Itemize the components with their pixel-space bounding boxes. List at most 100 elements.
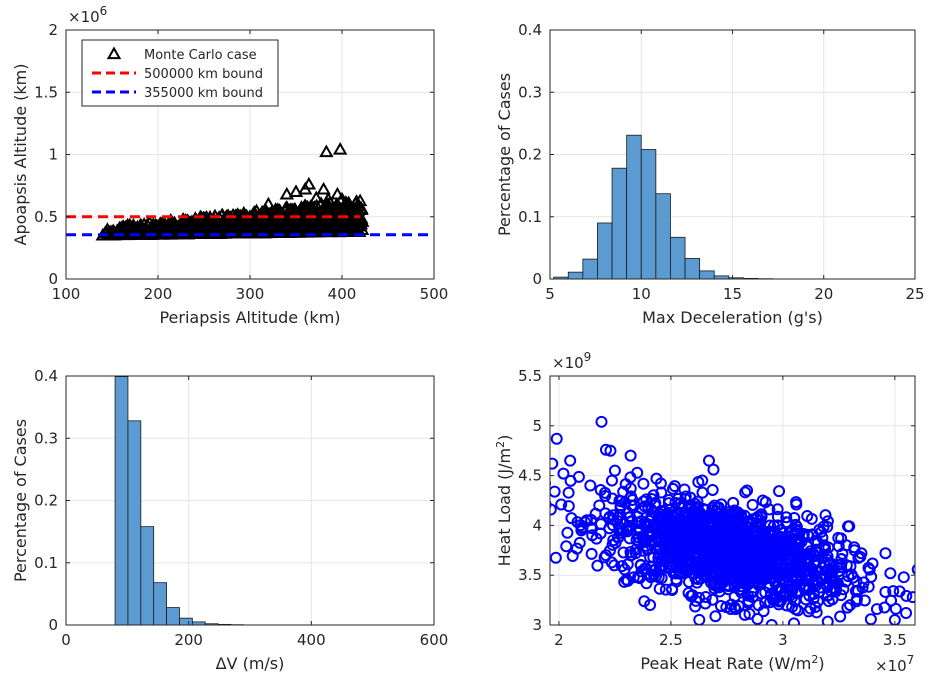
data-point xyxy=(687,533,700,546)
bar-series xyxy=(553,134,774,279)
data-point xyxy=(562,486,575,499)
data-point xyxy=(870,603,883,616)
data-point xyxy=(133,223,148,237)
data-point xyxy=(323,216,338,229)
histogram-bar xyxy=(153,582,167,625)
data-point xyxy=(811,595,824,608)
data-point xyxy=(622,522,635,535)
data-point xyxy=(560,540,573,553)
x-tick-label: 300 xyxy=(236,285,265,303)
data-point xyxy=(700,563,713,576)
data-point xyxy=(584,479,597,492)
data-point xyxy=(746,498,759,511)
data-point xyxy=(621,574,634,587)
data-point xyxy=(863,563,876,576)
y-tick-label: 1.5 xyxy=(34,83,58,101)
data-point xyxy=(795,535,808,548)
data-point xyxy=(837,583,850,596)
data-point xyxy=(728,504,741,517)
data-point xyxy=(765,619,778,625)
y-axis-label-text: Percentage of Cases xyxy=(495,73,514,236)
data-point xyxy=(766,551,779,564)
y-tick-label: 0 xyxy=(48,270,58,288)
data-point xyxy=(728,601,741,614)
data-point xyxy=(334,191,350,205)
y-axis-label-end: ) xyxy=(495,435,514,441)
data-point xyxy=(706,483,719,496)
x-tick-label: 2 xyxy=(554,631,564,649)
data-point xyxy=(911,564,915,575)
data-point xyxy=(719,541,732,554)
data-point xyxy=(595,415,608,428)
x-axis-label: Peak Heat Rate (W/m2) xyxy=(640,653,824,673)
x-tick-label: 0 xyxy=(61,631,71,649)
data-point xyxy=(220,208,236,221)
data-point xyxy=(841,601,854,614)
histogram-bar xyxy=(699,270,715,279)
data-point xyxy=(771,503,784,516)
data-point xyxy=(196,212,212,226)
data-point xyxy=(755,510,768,523)
data-point xyxy=(146,225,162,238)
data-point xyxy=(767,593,780,606)
data-point xyxy=(767,526,780,539)
data-point xyxy=(752,579,765,592)
data-point xyxy=(300,214,316,227)
bar-series xyxy=(114,376,245,625)
data-point xyxy=(857,576,870,589)
data-point xyxy=(355,214,370,227)
data-point xyxy=(724,561,737,574)
data-point xyxy=(599,443,612,456)
y-tick-label: 4.5 xyxy=(518,467,542,485)
data-point xyxy=(283,202,298,215)
y-tick-label: 0.3 xyxy=(518,83,542,101)
x-axis-label-text: ΔV (m/s) xyxy=(216,654,285,673)
data-point xyxy=(787,617,800,625)
data-point xyxy=(561,526,574,539)
axes-frame xyxy=(549,375,916,626)
data-point xyxy=(790,575,803,588)
data-point xyxy=(731,536,744,549)
data-point xyxy=(685,530,698,543)
data-point xyxy=(759,560,772,573)
data-point xyxy=(658,505,671,518)
data-point xyxy=(804,602,817,615)
y-tick-label: 4 xyxy=(532,516,542,534)
data-point xyxy=(573,536,586,549)
data-point xyxy=(158,219,173,232)
data-point xyxy=(692,476,705,489)
data-point xyxy=(709,610,722,623)
data-point xyxy=(624,549,637,562)
y-axis-label: Percentage of Cases xyxy=(495,73,514,236)
x-tick-label: 5 xyxy=(545,285,555,303)
data-point xyxy=(344,214,360,227)
data-point xyxy=(821,589,834,602)
data-point xyxy=(615,560,628,573)
data-point xyxy=(708,579,721,592)
data-point xyxy=(624,449,637,462)
data-point xyxy=(858,594,871,607)
x-tick-label: 3 xyxy=(778,631,788,649)
data-point xyxy=(819,509,832,522)
data-point xyxy=(659,583,672,596)
histogram-bar xyxy=(567,271,584,279)
data-point xyxy=(261,196,276,210)
x-tick-label: 100 xyxy=(52,285,81,303)
data-point xyxy=(821,615,834,625)
data-point xyxy=(647,551,660,564)
data-point xyxy=(706,516,719,529)
data-point xyxy=(727,496,740,509)
data-point xyxy=(738,608,751,621)
data-point xyxy=(269,219,285,233)
data-point xyxy=(677,545,690,558)
data-point xyxy=(808,549,821,562)
x-exponent-base: ×10 xyxy=(875,657,907,675)
data-point xyxy=(778,566,791,579)
data-point xyxy=(572,470,585,483)
y-axis-label-text: Apoapsis Altitude (km) xyxy=(11,64,30,246)
data-point xyxy=(752,599,765,612)
y-tick-label: 5 xyxy=(532,417,542,435)
data-point xyxy=(279,186,295,200)
data-point xyxy=(666,517,679,530)
